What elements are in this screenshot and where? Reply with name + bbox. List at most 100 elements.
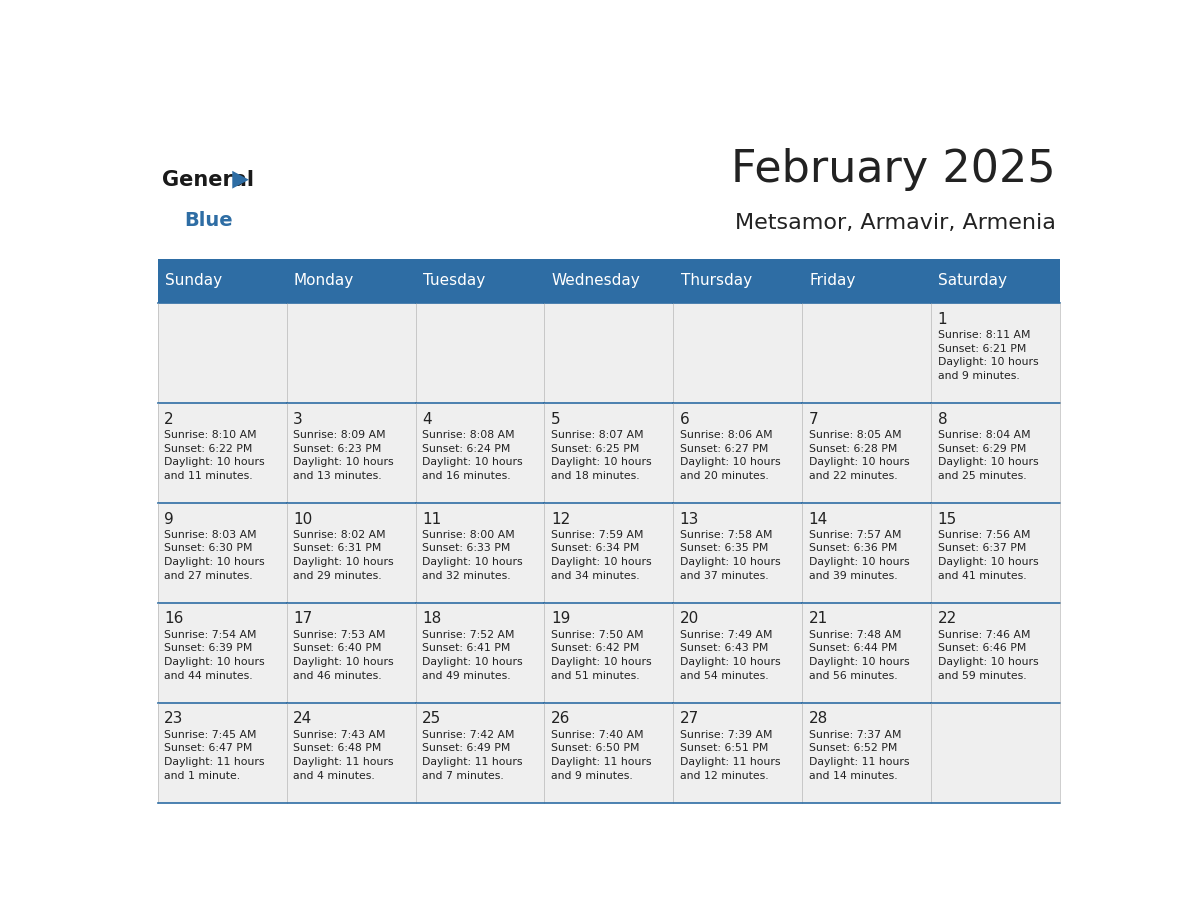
Text: Tuesday: Tuesday [423,274,485,288]
Text: 3: 3 [293,411,303,427]
Text: Sunrise: 8:07 AM
Sunset: 6:25 PM
Daylight: 10 hours
and 18 minutes.: Sunrise: 8:07 AM Sunset: 6:25 PM Dayligh… [551,430,651,481]
Text: 12: 12 [551,511,570,527]
Text: Sunrise: 8:00 AM
Sunset: 6:33 PM
Daylight: 10 hours
and 32 minutes.: Sunrise: 8:00 AM Sunset: 6:33 PM Dayligh… [422,530,523,581]
Text: 22: 22 [937,611,956,626]
Text: Sunrise: 7:50 AM
Sunset: 6:42 PM
Daylight: 10 hours
and 51 minutes.: Sunrise: 7:50 AM Sunset: 6:42 PM Dayligh… [551,630,651,680]
Text: 18: 18 [422,611,441,626]
Text: Sunrise: 7:45 AM
Sunset: 6:47 PM
Daylight: 11 hours
and 1 minute.: Sunrise: 7:45 AM Sunset: 6:47 PM Dayligh… [164,730,265,780]
Polygon shape [233,171,248,188]
Text: 17: 17 [293,611,312,626]
Text: Thursday: Thursday [681,274,752,288]
Text: Friday: Friday [809,274,855,288]
Bar [416,503,544,603]
Text: 4: 4 [422,411,431,427]
Text: 23: 23 [164,711,183,726]
Bar [158,703,286,803]
Text: 1: 1 [937,311,947,327]
Text: 24: 24 [293,711,312,726]
Text: Sunrise: 7:39 AM
Sunset: 6:51 PM
Daylight: 11 hours
and 12 minutes.: Sunrise: 7:39 AM Sunset: 6:51 PM Dayligh… [680,730,781,780]
Bar [802,503,931,603]
Text: 6: 6 [680,411,689,427]
Text: February 2025: February 2025 [731,148,1055,191]
Bar [286,603,416,703]
Bar [544,403,674,503]
Text: Sunrise: 7:37 AM
Sunset: 6:52 PM
Daylight: 11 hours
and 14 minutes.: Sunrise: 7:37 AM Sunset: 6:52 PM Dayligh… [809,730,909,780]
Text: Sunrise: 8:09 AM
Sunset: 6:23 PM
Daylight: 10 hours
and 13 minutes.: Sunrise: 8:09 AM Sunset: 6:23 PM Dayligh… [293,430,393,481]
Bar [286,703,416,803]
Text: 19: 19 [551,611,570,626]
Text: Sunrise: 7:52 AM
Sunset: 6:41 PM
Daylight: 10 hours
and 49 minutes.: Sunrise: 7:52 AM Sunset: 6:41 PM Dayligh… [422,630,523,680]
Text: 15: 15 [937,511,956,527]
Bar [158,303,286,403]
Bar [802,603,931,703]
Bar [931,703,1060,803]
Text: Sunrise: 7:57 AM
Sunset: 6:36 PM
Daylight: 10 hours
and 39 minutes.: Sunrise: 7:57 AM Sunset: 6:36 PM Dayligh… [809,530,909,581]
Bar [286,503,416,603]
Text: Wednesday: Wednesday [551,274,640,288]
Text: 20: 20 [680,611,699,626]
Text: Sunrise: 7:49 AM
Sunset: 6:43 PM
Daylight: 10 hours
and 54 minutes.: Sunrise: 7:49 AM Sunset: 6:43 PM Dayligh… [680,630,781,680]
Bar [802,703,931,803]
Bar [286,403,416,503]
Bar [931,503,1060,603]
Text: Sunrise: 8:10 AM
Sunset: 6:22 PM
Daylight: 10 hours
and 11 minutes.: Sunrise: 8:10 AM Sunset: 6:22 PM Dayligh… [164,430,265,481]
Bar [416,703,544,803]
Text: 10: 10 [293,511,312,527]
Bar [416,303,544,403]
Text: Sunrise: 7:43 AM
Sunset: 6:48 PM
Daylight: 11 hours
and 4 minutes.: Sunrise: 7:43 AM Sunset: 6:48 PM Dayligh… [293,730,393,780]
Text: Sunrise: 7:53 AM
Sunset: 6:40 PM
Daylight: 10 hours
and 46 minutes.: Sunrise: 7:53 AM Sunset: 6:40 PM Dayligh… [293,630,393,680]
Bar [158,603,286,703]
Text: 27: 27 [680,711,699,726]
Text: 5: 5 [551,411,561,427]
Text: Metsamor, Armavir, Armenia: Metsamor, Armavir, Armenia [734,213,1055,233]
Bar [674,303,802,403]
Text: Sunrise: 7:42 AM
Sunset: 6:49 PM
Daylight: 11 hours
and 7 minutes.: Sunrise: 7:42 AM Sunset: 6:49 PM Dayligh… [422,730,523,780]
Bar [416,603,544,703]
Bar [286,303,416,403]
Text: Sunrise: 7:58 AM
Sunset: 6:35 PM
Daylight: 10 hours
and 37 minutes.: Sunrise: 7:58 AM Sunset: 6:35 PM Dayligh… [680,530,781,581]
Text: 14: 14 [809,511,828,527]
Bar [674,403,802,503]
Text: Sunrise: 7:48 AM
Sunset: 6:44 PM
Daylight: 10 hours
and 56 minutes.: Sunrise: 7:48 AM Sunset: 6:44 PM Dayligh… [809,630,909,680]
Text: 2: 2 [164,411,173,427]
Bar [674,503,802,603]
Text: Sunrise: 7:46 AM
Sunset: 6:46 PM
Daylight: 10 hours
and 59 minutes.: Sunrise: 7:46 AM Sunset: 6:46 PM Dayligh… [937,630,1038,680]
Text: 25: 25 [422,711,441,726]
Text: Sunday: Sunday [165,274,222,288]
Bar [416,403,544,503]
Bar [802,403,931,503]
Bar [158,403,286,503]
Bar [544,703,674,803]
Text: 7: 7 [809,411,819,427]
Text: Saturday: Saturday [939,274,1007,288]
Text: 28: 28 [809,711,828,726]
Bar [674,603,802,703]
Text: 13: 13 [680,511,699,527]
Bar [931,603,1060,703]
Text: 16: 16 [164,611,183,626]
Bar [931,303,1060,403]
Bar [802,303,931,403]
Bar [544,603,674,703]
Text: Sunrise: 8:04 AM
Sunset: 6:29 PM
Daylight: 10 hours
and 25 minutes.: Sunrise: 8:04 AM Sunset: 6:29 PM Dayligh… [937,430,1038,481]
Text: Sunrise: 8:05 AM
Sunset: 6:28 PM
Daylight: 10 hours
and 22 minutes.: Sunrise: 8:05 AM Sunset: 6:28 PM Dayligh… [809,430,909,481]
Text: Sunrise: 7:54 AM
Sunset: 6:39 PM
Daylight: 10 hours
and 44 minutes.: Sunrise: 7:54 AM Sunset: 6:39 PM Dayligh… [164,630,265,680]
Bar [544,503,674,603]
Text: 11: 11 [422,511,441,527]
Bar [158,259,1060,303]
Text: Sunrise: 8:06 AM
Sunset: 6:27 PM
Daylight: 10 hours
and 20 minutes.: Sunrise: 8:06 AM Sunset: 6:27 PM Dayligh… [680,430,781,481]
Text: Blue: Blue [184,211,233,230]
Text: 8: 8 [937,411,947,427]
Text: Sunrise: 7:56 AM
Sunset: 6:37 PM
Daylight: 10 hours
and 41 minutes.: Sunrise: 7:56 AM Sunset: 6:37 PM Dayligh… [937,530,1038,581]
Text: Sunrise: 8:11 AM
Sunset: 6:21 PM
Daylight: 10 hours
and 9 minutes.: Sunrise: 8:11 AM Sunset: 6:21 PM Dayligh… [937,330,1038,381]
Text: Sunrise: 8:08 AM
Sunset: 6:24 PM
Daylight: 10 hours
and 16 minutes.: Sunrise: 8:08 AM Sunset: 6:24 PM Dayligh… [422,430,523,481]
Text: Monday: Monday [293,274,354,288]
Bar [931,403,1060,503]
Text: 21: 21 [809,611,828,626]
Text: 26: 26 [551,711,570,726]
Text: General: General [163,170,254,190]
Text: 9: 9 [164,511,173,527]
Bar [674,703,802,803]
Text: Sunrise: 7:40 AM
Sunset: 6:50 PM
Daylight: 11 hours
and 9 minutes.: Sunrise: 7:40 AM Sunset: 6:50 PM Dayligh… [551,730,651,780]
Text: Sunrise: 8:02 AM
Sunset: 6:31 PM
Daylight: 10 hours
and 29 minutes.: Sunrise: 8:02 AM Sunset: 6:31 PM Dayligh… [293,530,393,581]
